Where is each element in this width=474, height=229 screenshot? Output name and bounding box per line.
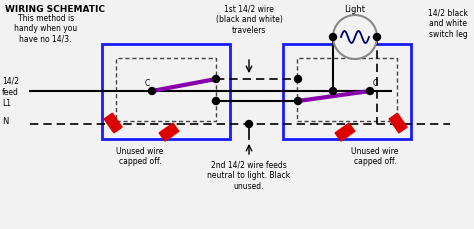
Circle shape: [246, 120, 253, 128]
Circle shape: [294, 76, 301, 82]
Text: WIRING SCHEMATIC: WIRING SCHEMATIC: [5, 5, 105, 14]
Bar: [283, 44, 411, 139]
Circle shape: [148, 87, 155, 95]
Circle shape: [366, 87, 374, 95]
Polygon shape: [159, 123, 179, 141]
Text: This method is
handy when you
have no 14/3.: This method is handy when you have no 14…: [14, 14, 77, 44]
Polygon shape: [335, 123, 355, 141]
Bar: [102, 44, 230, 139]
Circle shape: [212, 76, 219, 82]
Circle shape: [212, 98, 219, 104]
Text: Unused wire
capped off.: Unused wire capped off.: [351, 147, 399, 166]
Circle shape: [333, 15, 377, 59]
Text: 14/2
feed
L1: 14/2 feed L1: [2, 77, 19, 108]
Text: 2nd 14/2 wire feeds
neutral to light. Black
unused.: 2nd 14/2 wire feeds neutral to light. Bl…: [208, 161, 291, 191]
Text: C: C: [373, 79, 378, 88]
Text: N: N: [2, 117, 9, 125]
Circle shape: [294, 98, 301, 104]
Circle shape: [374, 33, 381, 41]
Text: Unused wire
capped off.: Unused wire capped off.: [116, 147, 164, 166]
Circle shape: [329, 33, 337, 41]
Text: 14/2 black
and white
switch leg: 14/2 black and white switch leg: [428, 9, 468, 39]
Text: 1st 14/2 wire
(black and white)
travelers: 1st 14/2 wire (black and white) traveler…: [216, 5, 283, 35]
Text: Light: Light: [345, 5, 365, 14]
Polygon shape: [389, 113, 407, 133]
Bar: [297, 58, 397, 121]
Circle shape: [329, 87, 337, 95]
Text: C: C: [145, 79, 150, 88]
Bar: [116, 58, 216, 121]
Polygon shape: [104, 113, 122, 133]
